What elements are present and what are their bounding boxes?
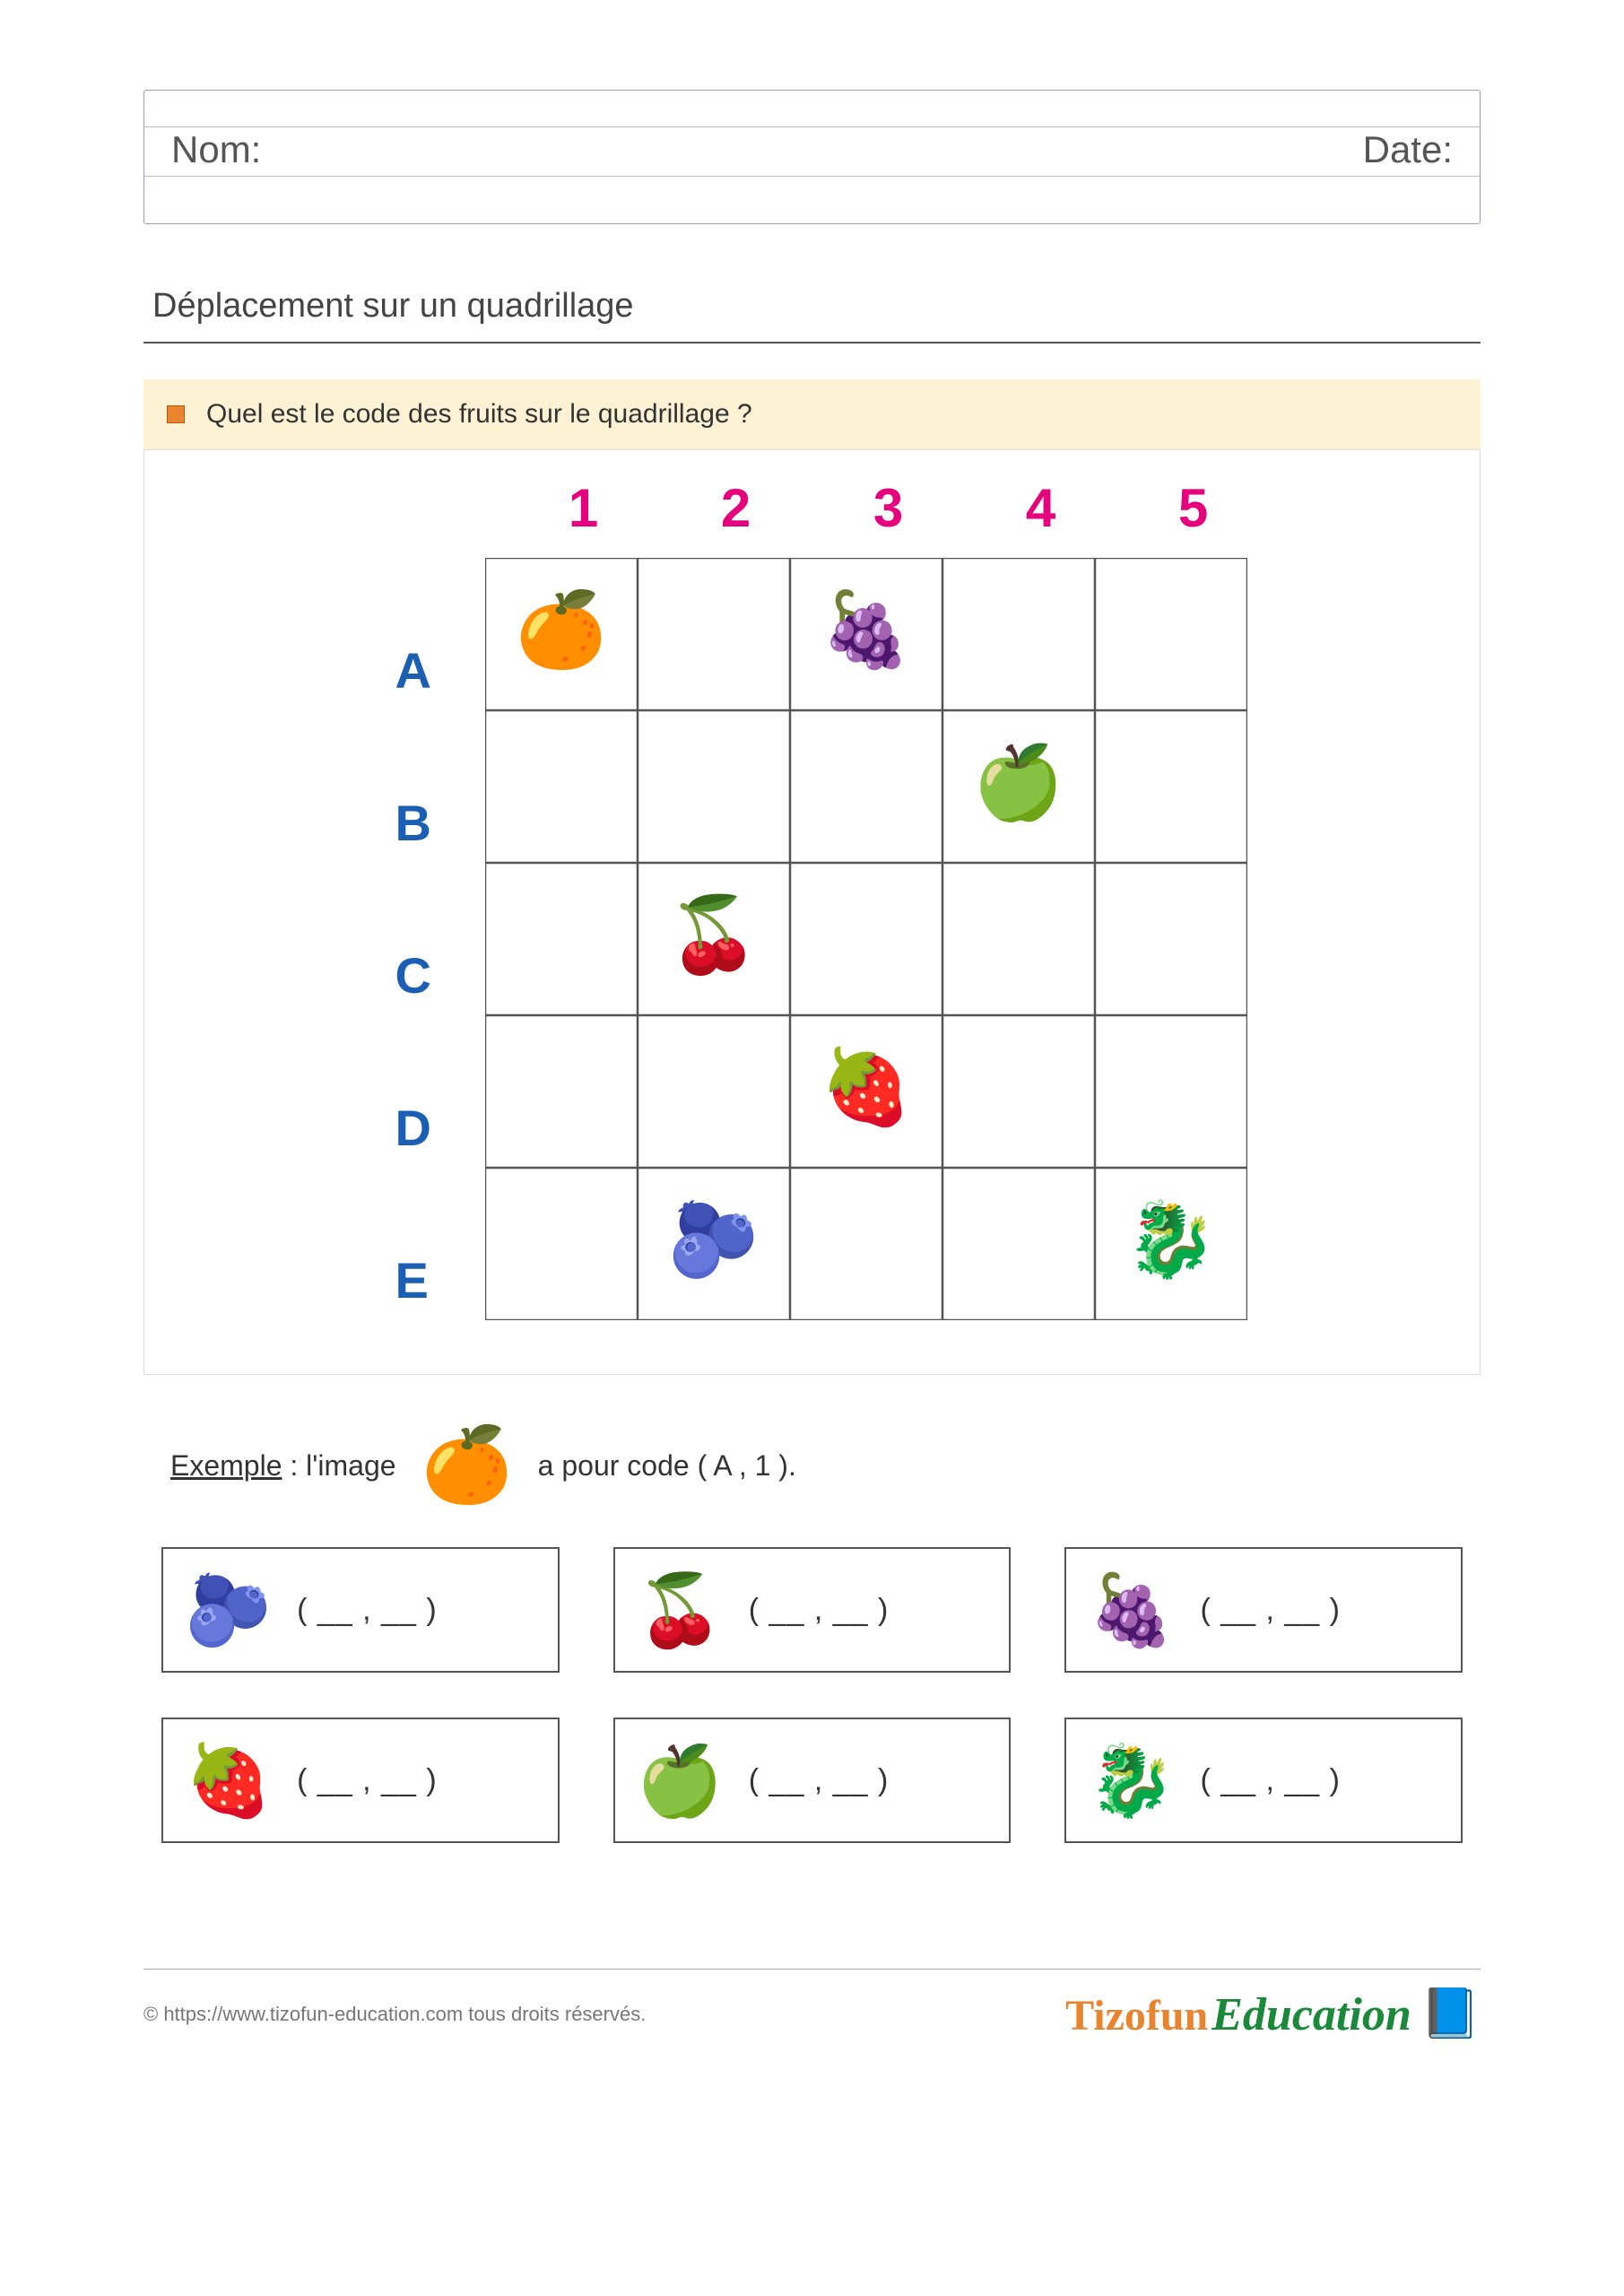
student-info-box: Nom: Date: — [143, 90, 1481, 224]
green-apple-icon: 🍏 — [972, 746, 1064, 820]
cherries-icon: 🍒 — [667, 899, 759, 972]
answer-box-strawberry[interactable]: 🍓 ( __ , __ ) — [161, 1718, 560, 1843]
row-headers: ABCDE — [395, 594, 431, 1356]
answer-box-blackberry[interactable]: 🫐 ( __ , __ ) — [161, 1547, 560, 1673]
dragonfruit-icon: 🐉 — [1125, 1204, 1216, 1277]
instruction-bar: Quel est le code des fruits sur le quadr… — [143, 379, 1481, 449]
bullet-icon — [167, 405, 185, 423]
example-rest: : l'image — [282, 1449, 396, 1482]
answer-blank[interactable]: ( __ , __ ) — [297, 1593, 438, 1628]
answer-box-green-apple[interactable]: 🍏 ( __ , __ ) — [613, 1718, 1012, 1843]
answer-box-dragonfruit[interactable]: 🐉 ( __ , __ ) — [1064, 1718, 1463, 1843]
date-label: Date: — [1363, 128, 1453, 171]
col-header-4: 4 — [965, 477, 1117, 539]
col-header-3: 3 — [812, 477, 965, 539]
grapes-icon: 🍇 — [1088, 1575, 1175, 1645]
row-header-A: A — [395, 594, 431, 746]
strawberry-icon: 🍓 — [820, 1051, 911, 1125]
example-label: Exemple — [170, 1449, 282, 1482]
answer-box-cherries[interactable]: 🍒 ( __ , __ ) — [613, 1547, 1012, 1673]
row-header-C: C — [395, 899, 431, 1051]
example-fruit-icon: 🍊 — [421, 1429, 513, 1502]
blackberry-icon: 🫐 — [185, 1575, 272, 1645]
blackberry-icon: 🫐 — [667, 1204, 759, 1277]
green-apple-icon: 🍏 — [637, 1745, 724, 1815]
example-code-text: a pour code ( A , 1 ). — [538, 1449, 796, 1483]
col-header-1: 1 — [508, 477, 660, 539]
brand-logo: Tizofun Education 📘 — [1065, 1986, 1481, 2042]
col-header-5: 5 — [1117, 477, 1270, 539]
copyright-text: © https://www.tizofun-education.com tous… — [143, 2003, 646, 2026]
column-headers: 12345 — [508, 477, 1270, 539]
page-footer: © https://www.tizofun-education.com tous… — [143, 1969, 1481, 2042]
grapes-icon: 🍇 — [820, 594, 911, 667]
answer-blank[interactable]: ( __ , __ ) — [1200, 1593, 1341, 1628]
example-row: Exemple : l'image 🍊 a pour code ( A , 1 … — [143, 1420, 1481, 1547]
row-header-B: B — [395, 746, 431, 899]
instruction-text: Quel est le code des fruits sur le quadr… — [206, 399, 752, 430]
answer-blank[interactable]: ( __ , __ ) — [1200, 1763, 1341, 1798]
name-label: Nom: — [171, 128, 261, 171]
orange-icon: 🍊 — [515, 594, 606, 667]
grid-wrap: 12345 ABCDE 🍊🍇🍏🍒🍓🫐🐉 — [378, 486, 1247, 1320]
answer-box-grapes[interactable]: 🍇 ( __ , __ ) — [1064, 1547, 1463, 1673]
dragonfruit-icon: 🐉 — [1088, 1745, 1175, 1815]
grid-container: 12345 ABCDE 🍊 🍇 🍏 🍒 🍓 🫐 🐉 — [143, 449, 1481, 1375]
row-header-E: E — [395, 1204, 431, 1356]
cherries-icon: 🍒 — [637, 1575, 724, 1645]
section-title: Déplacement sur un quadrillage — [143, 287, 1481, 344]
answer-grid: 🫐 ( __ , __ ) 🍒 ( __ , __ ) 🍇 ( __ , __ ) 🍓 ( _… — [143, 1547, 1481, 1843]
row-header-D: D — [395, 1051, 431, 1204]
col-header-2: 2 — [660, 477, 812, 539]
answer-blank[interactable]: ( __ , __ ) — [297, 1763, 438, 1798]
strawberry-icon: 🍓 — [185, 1745, 272, 1815]
answer-blank[interactable]: ( __ , __ ) — [749, 1593, 890, 1628]
book-icon: 📘 — [1420, 1986, 1481, 2042]
answer-blank[interactable]: ( __ , __ ) — [749, 1763, 890, 1798]
